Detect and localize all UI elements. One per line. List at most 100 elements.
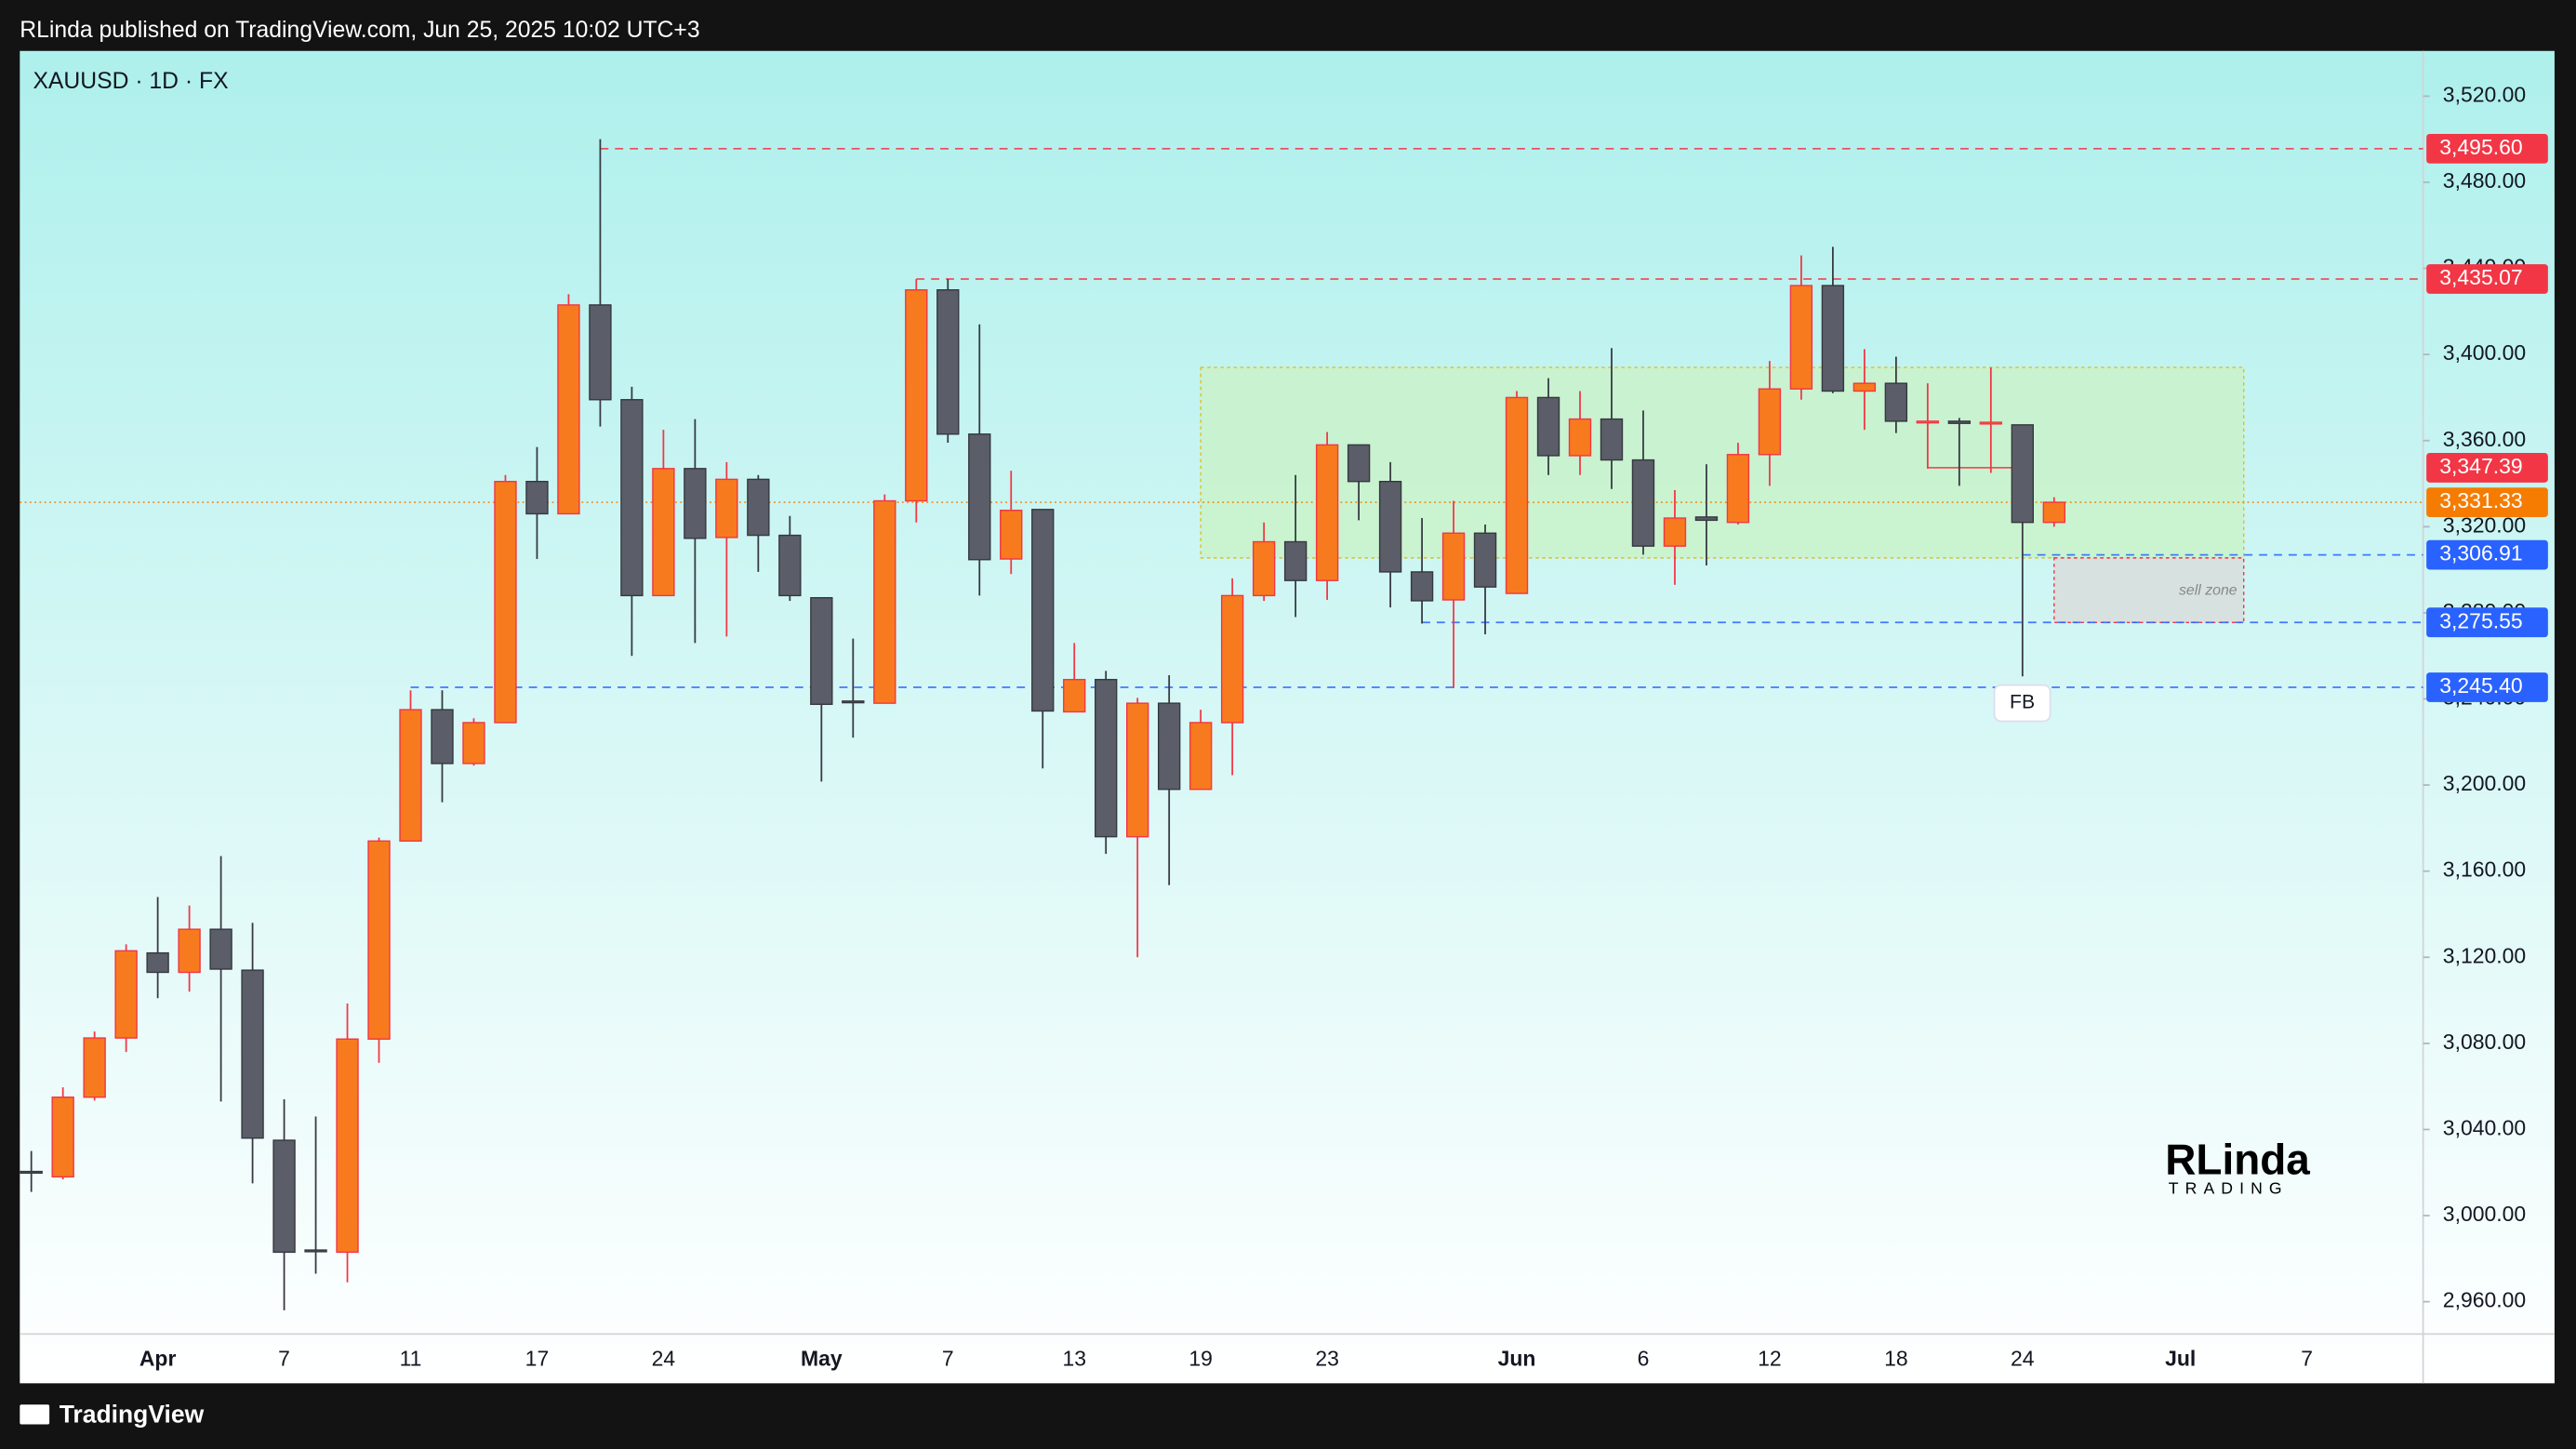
level-tag-label: 3,306.91 bbox=[2439, 541, 2522, 565]
x-tick-label: 6 bbox=[1638, 1347, 1650, 1371]
candle-body bbox=[1220, 594, 1244, 724]
x-tick-label: 7 bbox=[2301, 1347, 2313, 1371]
tv-logo bbox=[20, 1404, 50, 1425]
level-tag bbox=[2426, 133, 2548, 164]
footer-brand: TradingView bbox=[60, 1401, 205, 1429]
level-tag bbox=[2426, 453, 2548, 483]
level-tag-label: 3,331.33 bbox=[2439, 488, 2522, 512]
x-tick-label: Jul bbox=[2165, 1347, 2196, 1371]
candle-body bbox=[272, 1139, 296, 1254]
level-tag bbox=[2426, 487, 2548, 517]
level-tag bbox=[2426, 607, 2548, 638]
candle-body bbox=[1916, 420, 1940, 424]
candle-body bbox=[1821, 285, 1845, 392]
y-tick-label: 3,520.00 bbox=[2443, 82, 2526, 106]
candle-body bbox=[1283, 540, 1308, 581]
candle-body bbox=[1536, 396, 1560, 457]
level-tag bbox=[2426, 264, 2548, 294]
candle-body bbox=[431, 709, 454, 764]
x-tick-label: 17 bbox=[525, 1347, 550, 1371]
x-tick-label: 18 bbox=[1884, 1347, 1908, 1371]
header: RLinda published on TradingView.com, Jun… bbox=[20, 18, 699, 43]
candle-body bbox=[146, 951, 169, 974]
level-tag-label: 3,347.39 bbox=[2439, 454, 2522, 478]
level-tag-label: 3,495.60 bbox=[2439, 135, 2522, 159]
annotation: FB bbox=[2010, 692, 2035, 713]
x-tick-label: 12 bbox=[1758, 1347, 1782, 1371]
candle-body bbox=[1126, 702, 1149, 838]
candle-body bbox=[1157, 702, 1181, 791]
candle-body bbox=[241, 969, 264, 1139]
x-tick-label: 13 bbox=[1062, 1347, 1086, 1371]
candle-body bbox=[1095, 678, 1118, 838]
candle-body bbox=[1315, 444, 1339, 581]
level-tag bbox=[2426, 539, 2548, 570]
x-tick-label: Apr bbox=[139, 1347, 177, 1371]
y-tick-label: 3,000.00 bbox=[2443, 1202, 2526, 1226]
candle-body bbox=[114, 950, 138, 1039]
candle-body bbox=[1726, 454, 1750, 524]
candle-body bbox=[399, 709, 422, 842]
candle-body bbox=[178, 928, 201, 974]
candle-body bbox=[525, 481, 549, 515]
level-tag bbox=[2426, 672, 2548, 702]
candle-body bbox=[810, 596, 833, 705]
y-tick-label: 2,960.00 bbox=[2443, 1288, 2526, 1312]
candle-body bbox=[209, 928, 232, 970]
candle-body bbox=[1252, 540, 1276, 597]
candle-body bbox=[1505, 396, 1529, 594]
candle-body bbox=[1031, 509, 1055, 712]
x-tick-label: 23 bbox=[1315, 1347, 1339, 1371]
candle-body bbox=[1631, 459, 1655, 547]
candle-body bbox=[1663, 517, 1687, 547]
candle-body bbox=[842, 700, 865, 704]
candle-body bbox=[1063, 678, 1086, 713]
candle-body bbox=[620, 399, 644, 597]
annotation-box bbox=[1993, 684, 2052, 723]
candle-body bbox=[747, 478, 770, 537]
candle-body bbox=[873, 499, 896, 704]
level-tag-label: 3,245.40 bbox=[2439, 673, 2522, 698]
candle-body bbox=[51, 1097, 74, 1178]
x-tick-label: 7 bbox=[278, 1347, 290, 1371]
y-tick-label: 3,080.00 bbox=[2443, 1030, 2526, 1054]
candle-body bbox=[905, 288, 928, 502]
candle-body bbox=[684, 468, 707, 539]
candle-body bbox=[1694, 516, 1719, 522]
candle-body bbox=[968, 433, 991, 561]
candle-body bbox=[1947, 420, 1972, 424]
candle-body bbox=[1568, 418, 1592, 457]
y-tick-label: 3,040.00 bbox=[2443, 1116, 2526, 1140]
candle-body bbox=[1852, 382, 1877, 392]
y-tick-label: 3,360.00 bbox=[2443, 427, 2526, 451]
candle-body bbox=[1000, 510, 1023, 560]
y-tick-label: 3,480.00 bbox=[2443, 168, 2526, 193]
zone-label: sell zone bbox=[2179, 582, 2237, 598]
level-tag-label: 3,435.07 bbox=[2439, 265, 2522, 289]
candle-body bbox=[1884, 382, 1908, 422]
candle-body bbox=[652, 468, 675, 597]
zone bbox=[2053, 557, 2245, 624]
level-tag-label: 3,275.55 bbox=[2439, 608, 2522, 632]
candle-body bbox=[1410, 571, 1434, 602]
candle-body bbox=[1188, 722, 1213, 791]
candle-body bbox=[1441, 532, 1466, 601]
candle-body bbox=[557, 304, 580, 515]
y-tick-label: 3,200.00 bbox=[2443, 771, 2526, 795]
candle-body bbox=[1979, 421, 2003, 425]
candle-body bbox=[589, 304, 612, 401]
candle-body bbox=[1473, 532, 1497, 588]
candle-body bbox=[1347, 444, 1371, 483]
symbol: XAUUSD · 1D · FX bbox=[33, 69, 228, 94]
x-tick-label: May bbox=[801, 1347, 843, 1371]
watermark-tagline: TRADING bbox=[2169, 1179, 2289, 1198]
watermark-name: RLinda bbox=[2165, 1136, 2310, 1184]
candle-body bbox=[83, 1037, 106, 1098]
candle-body bbox=[1758, 388, 1782, 456]
candle-body bbox=[462, 722, 485, 764]
candle-body bbox=[494, 481, 517, 724]
y-tick-label: 3,120.00 bbox=[2443, 943, 2526, 967]
candle-body bbox=[1600, 418, 1624, 461]
candle-body bbox=[304, 1249, 327, 1253]
